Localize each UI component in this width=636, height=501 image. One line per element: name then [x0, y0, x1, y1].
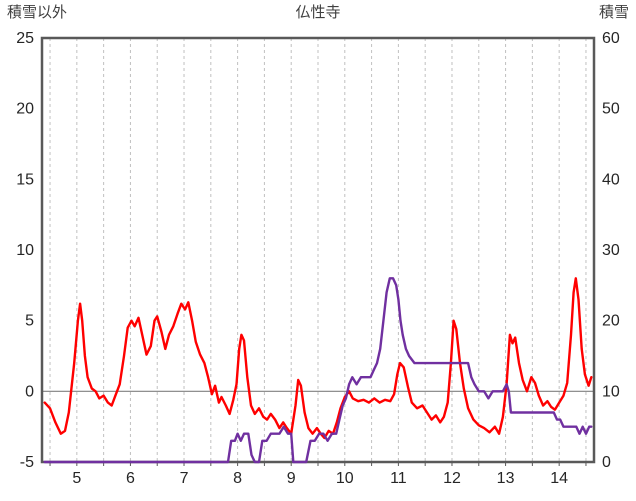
x-axis-tick-label: 10 [336, 470, 354, 487]
left-axis-tick-label: 25 [16, 30, 34, 47]
left-axis-tick-label: 15 [16, 171, 34, 188]
right-axis-tick-label: 40 [602, 171, 620, 188]
chart-title: 仏性寺 [295, 4, 341, 21]
right-axis-tick-label: 20 [602, 313, 620, 330]
x-axis-tick-label: 9 [287, 470, 296, 487]
plot-border [40, 36, 596, 464]
left-axis-tick-label: 20 [16, 101, 34, 118]
left-axis-tick-label: 5 [25, 313, 34, 330]
left-axis-title: 積雪以外 [7, 4, 68, 21]
series-red-line [43, 277, 593, 440]
right-axis-tick-label: 60 [602, 30, 620, 47]
right-axis-tick-label: 50 [602, 101, 620, 118]
x-axis-tick-label: 8 [233, 470, 242, 487]
right-axis-tick-label: 10 [602, 383, 620, 400]
x-axis-tick-label: 6 [126, 470, 135, 487]
x-axis-tick-label: 12 [443, 470, 461, 487]
x-axis-tick-label: 5 [72, 470, 81, 487]
x-axis-tick-label: 11 [390, 470, 407, 487]
x-axis-tick-label: 13 [497, 470, 515, 487]
left-axis-tick-label: 0 [25, 383, 34, 400]
right-axis-title: 積雪 [598, 4, 629, 21]
right-axis-tick-label: 30 [602, 242, 620, 259]
x-axis-tick-label: 7 [180, 470, 189, 487]
left-axis-tick-label: -5 [20, 454, 34, 471]
series-purple-line [43, 277, 593, 464]
left-axis-tick-label: 10 [16, 242, 34, 259]
x-axis-tick-label: 14 [550, 470, 568, 487]
right-axis-tick-label: 0 [602, 454, 611, 471]
